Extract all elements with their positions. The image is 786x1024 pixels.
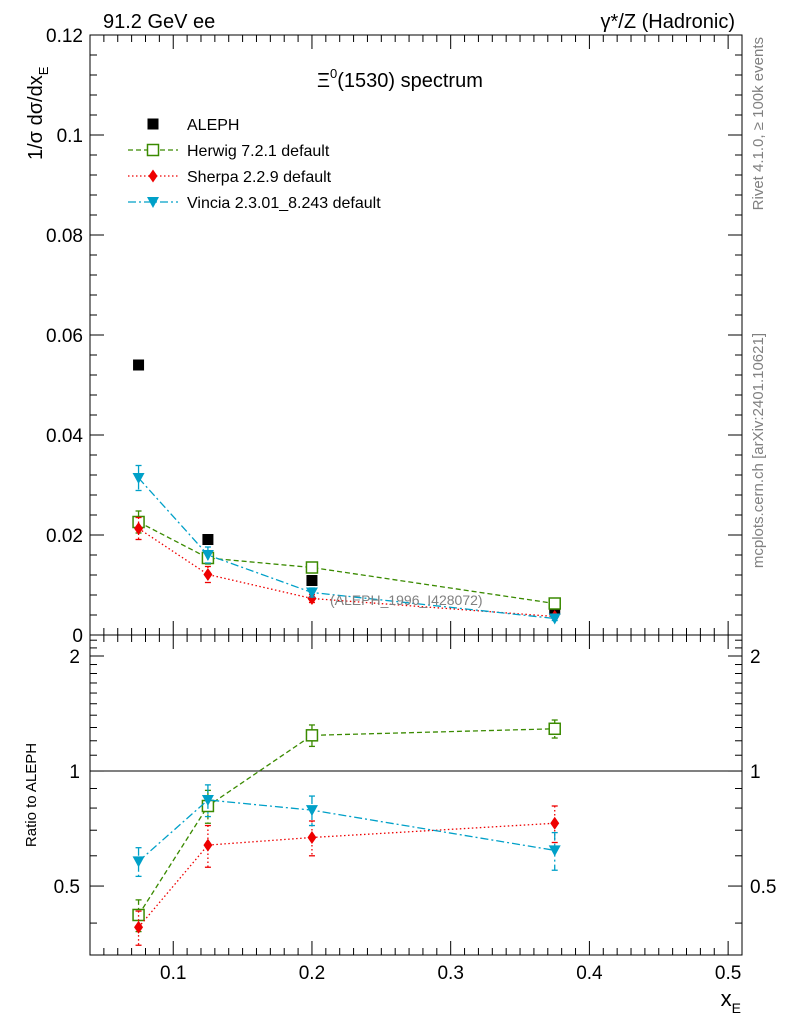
x-tick-label: 0.5 [715,963,741,984]
y-tick-label: 0.06 [46,326,83,347]
data-point-sherpa [134,522,144,535]
series-ratio-herwig [132,719,561,933]
legend-label-vincia: Vincia 2.3.01_8.243 default [187,195,381,212]
legend: ALEPH Herwig 7.2.1 default Sherpa 2.2.9 de… [128,117,381,212]
ratio-y-tick-label: 1 [69,762,80,783]
ratio-y-axis-label: Ratio to ALEPH [23,743,40,847]
legend-marker-aleph [147,118,159,130]
y-tick-label: 0.04 [46,426,83,447]
ratio-panel: 0.5 0.5 1 1 2 2 0.1 0.2 0.3 0.4 0.5 Ratio to ALEPH… [23,634,776,1016]
main-chart-title: Ξ0(1530) spectrum [317,66,483,92]
data-point-aleph [133,359,145,371]
data-point-ratio-sherpa [134,920,144,934]
header-left-label: 91.2 GeV ee [103,11,215,33]
data-point-ratio-vincia [548,845,561,857]
series-line-sherpa [138,527,555,618]
x-axis-label: xE [721,986,741,1016]
legend-marker-vincia [147,197,159,208]
series-line-ratio-vincia [138,799,555,862]
ratio-y-tick-label-right: 2 [750,647,761,668]
data-point-vincia [548,613,561,625]
series-line-herwig [138,521,555,605]
y-tick-label: 0 [72,626,83,647]
legend-entry-sherpa: Sherpa 2.2.9 default [128,169,332,186]
x-tick-label: 0.1 [160,963,186,984]
x-tick-label: 0.3 [437,963,463,984]
analysis-annotation: (ALEPH_1996_I428072) [330,592,483,608]
main-ticks: 0 0.02 0.04 0.06 0.08 0.1 0.12 [46,26,742,647]
data-point-ratio-herwig [305,729,319,742]
x-tick-label: 0.2 [299,963,325,984]
ratio-y-tick-label-right: 1 [750,762,761,783]
series-line-ratio-herwig [138,728,555,916]
y-tick-label: 0.1 [57,126,83,147]
ratio-y-tick-label: 2 [69,647,80,668]
y-tick-label: 0.12 [46,26,83,47]
legend-marker-sherpa [148,169,158,183]
data-point-aleph [306,575,318,586]
rivet-label: Rivet 4.1.0, ≥ 100k events [750,37,767,210]
y-tick-label: 0.08 [46,226,83,247]
svg-text:1/σ dσ/dxE: 1/σ dσ/dxE [25,66,51,160]
series-ratio-sherpa [134,805,560,946]
data-point-ratio-vincia [201,794,214,806]
y-label-norm: 1/σ dσ/dx [25,75,47,160]
data-point-ratio-vincia [305,805,318,817]
data-point-ratio-sherpa [203,838,213,852]
ratio-y-tick-label: 0.5 [54,877,80,898]
data-point-aleph [202,534,214,545]
data-point-ratio-sherpa [307,830,317,844]
title-base: Ξ [317,70,330,92]
series-line-vincia [138,477,555,620]
ratio-data-marks [132,719,561,946]
legend-label-herwig: Herwig 7.2.1 default [187,143,330,160]
main-panel: 00.020.040.060.080.10.12 Ξ0(1530) spectr… [25,26,743,647]
legend-entry-herwig: Herwig 7.2.1 default [128,143,330,160]
data-point-ratio-herwig [548,722,561,736]
data-point-sherpa [203,568,213,581]
data-point-ratio-vincia [132,856,145,868]
legend-entry-aleph: ALEPH [147,117,239,134]
mcplots-label: mcplots.cern.ch [arXiv:2401.10621] [750,333,767,568]
x-label-sub: E [732,1000,741,1016]
series-aleph [133,359,561,615]
legend-label-sherpa: Sherpa 2.2.9 default [187,169,332,186]
main-data-marks [132,359,561,625]
ratio-ticks: 0.5 0.5 1 1 2 2 0.1 0.2 0.3 0.4 0.5 [54,635,776,984]
title-rest: (1530) spectrum [337,70,483,92]
ratio-panel-frame [89,634,743,956]
data-point-herwig [548,597,561,610]
ratio-y-tick-label-right: 0.5 [750,877,776,898]
title-superscript: 0 [330,66,337,81]
data-point-vincia [132,473,145,484]
data-point-vincia [305,587,318,599]
legend-label-aleph: ALEPH [187,117,239,134]
y-label-sub: E [36,66,51,75]
y-tick-label: 0.02 [46,526,83,547]
legend-marker-herwig [146,143,160,157]
series-line-ratio-sherpa [138,822,555,928]
data-point-vincia [201,550,214,561]
data-point-ratio-sherpa [550,816,560,830]
header-right-label: γ*/Z (Hadronic) [601,11,735,33]
main-y-axis-label: 1/σ dσ/dxE [25,66,51,160]
data-point-herwig [305,561,319,574]
series-vincia [132,464,561,625]
x-tick-label: 0.4 [576,963,603,984]
series-ratio-vincia [132,784,561,878]
x-label-base: x [721,986,732,1011]
legend-entry-vincia: Vincia 2.3.01_8.243 default [128,195,381,212]
